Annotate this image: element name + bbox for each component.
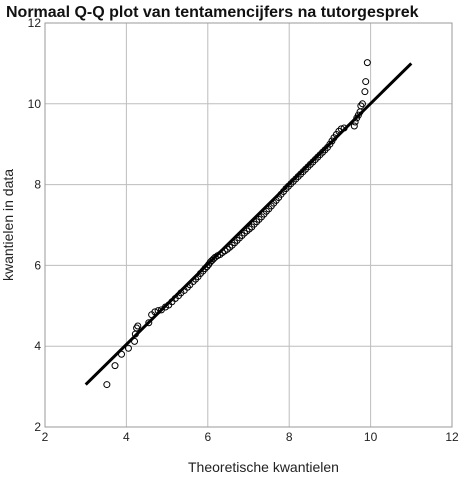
data-point xyxy=(154,307,162,315)
data-point xyxy=(306,160,314,168)
data-point xyxy=(361,88,369,96)
data-point xyxy=(362,78,370,86)
data-point xyxy=(358,100,366,108)
data-point xyxy=(231,239,239,247)
x-tick-label: 8 xyxy=(286,430,293,444)
y-tick-label: 10 xyxy=(28,97,42,111)
y-axis-label: kwantielen in data xyxy=(0,169,16,281)
y-tick-label: 12 xyxy=(28,16,42,30)
data-point xyxy=(228,241,236,249)
x-tick-label: 12 xyxy=(445,430,459,444)
data-point xyxy=(309,158,317,166)
data-point xyxy=(354,111,362,119)
data-point xyxy=(189,278,197,286)
data-point xyxy=(292,175,300,183)
x-axis-label: Theoretische kwantielen xyxy=(188,459,339,475)
data-point xyxy=(145,319,153,327)
data-point xyxy=(311,156,319,164)
data-point xyxy=(337,125,345,133)
x-tick-label: 6 xyxy=(204,430,211,444)
data-point xyxy=(321,146,329,154)
y-tick-labels: 2 4 6 8 10 12 xyxy=(28,16,42,434)
x-tick-labels: 2 4 6 8 10 12 xyxy=(42,430,459,444)
data-point xyxy=(118,350,126,358)
data-point xyxy=(236,234,244,242)
data-point xyxy=(282,185,290,193)
data-point xyxy=(111,362,119,370)
y-tick-label: 4 xyxy=(34,339,41,353)
data-point xyxy=(363,59,371,67)
data-point xyxy=(233,236,241,244)
data-point xyxy=(316,151,324,159)
data-point xyxy=(103,381,111,389)
points-layer xyxy=(103,59,371,389)
data-point xyxy=(131,337,139,345)
data-point xyxy=(351,118,359,126)
data-point xyxy=(304,163,312,171)
data-point xyxy=(250,220,258,228)
data-point xyxy=(284,182,292,190)
data-point xyxy=(201,265,209,273)
data-point xyxy=(350,122,358,130)
data-point xyxy=(294,173,302,181)
data-point xyxy=(238,232,246,240)
y-tick-label: 8 xyxy=(34,178,41,192)
data-point xyxy=(203,263,211,271)
data-point xyxy=(262,207,270,215)
y-tick-label: 2 xyxy=(34,420,41,434)
y-tick-label: 6 xyxy=(34,258,41,272)
data-point xyxy=(287,180,295,188)
plot-frame xyxy=(44,22,453,428)
data-point xyxy=(357,102,365,110)
data-point xyxy=(124,344,132,352)
data-point xyxy=(183,283,191,291)
data-point xyxy=(314,153,322,161)
x-tick-label: 10 xyxy=(364,430,378,444)
data-point xyxy=(151,308,159,316)
chart-title: Normaal Q-Q plot van tentamencijfers na … xyxy=(6,4,419,21)
data-point xyxy=(289,177,297,185)
data-point xyxy=(299,168,307,176)
data-point xyxy=(301,165,309,173)
reference-line xyxy=(84,62,413,386)
data-point xyxy=(335,127,343,135)
data-point xyxy=(192,275,200,283)
data-point xyxy=(134,322,142,330)
data-point xyxy=(255,215,263,223)
data-point xyxy=(297,170,305,178)
data-point xyxy=(340,124,348,132)
x-tick-label: 4 xyxy=(123,430,130,444)
data-point xyxy=(196,269,204,277)
data-point xyxy=(253,218,261,226)
data-point xyxy=(319,148,327,156)
x-tick-label: 2 xyxy=(42,430,49,444)
